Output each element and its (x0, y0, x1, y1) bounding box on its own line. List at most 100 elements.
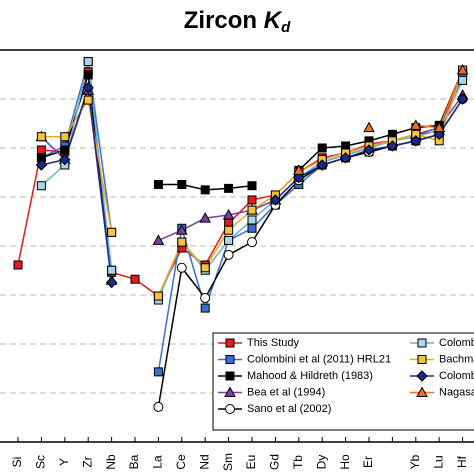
marker (223, 249, 234, 260)
marker (60, 145, 70, 155)
x-tick-label: Sm (221, 453, 235, 471)
legend-label: Colombini et al (2011) HRL21 (247, 353, 391, 365)
marker (83, 70, 93, 80)
marker (247, 223, 257, 233)
marker (247, 195, 257, 205)
legend-label: Nagasawa (439, 386, 474, 398)
marker (317, 143, 327, 153)
x-tick-label: Nb (104, 454, 118, 470)
marker (247, 205, 257, 215)
marker (177, 237, 187, 247)
x-tick-label: Gd (268, 454, 282, 470)
marker (416, 386, 428, 397)
marker (293, 171, 305, 184)
series-line (41, 98, 113, 233)
marker (247, 237, 257, 248)
legend-label: Bachmann (439, 353, 474, 365)
marker (363, 144, 375, 156)
marker (83, 57, 93, 67)
marker (247, 215, 257, 225)
x-tick-label: Yb (408, 454, 422, 469)
marker (386, 140, 399, 152)
marker (199, 212, 212, 223)
x-tick-label: Dy (314, 455, 328, 470)
marker (83, 95, 93, 105)
marker (36, 181, 46, 191)
x-tick-label: Y (57, 458, 71, 466)
marker (152, 234, 165, 245)
x-tick-label: Zr (80, 456, 94, 467)
legend-label: This Study (247, 337, 299, 349)
legend-label: Bea et al (1994) (247, 386, 325, 398)
marker (225, 371, 235, 381)
marker (224, 386, 236, 397)
x-tick-label: Eu (244, 455, 258, 470)
marker (224, 235, 234, 245)
marker (316, 159, 328, 171)
x-tick-label: Hf (455, 455, 469, 468)
title-subscript: d (281, 19, 291, 36)
x-tick-label: Sc (34, 455, 48, 469)
marker (292, 164, 305, 175)
marker (200, 263, 210, 273)
plot-frame (0, 49, 474, 443)
series-line (157, 76, 464, 372)
x-tick-label: Tb (291, 455, 305, 469)
marker (433, 121, 446, 133)
marker (60, 132, 70, 142)
marker (225, 338, 235, 348)
marker (130, 274, 140, 284)
marker (36, 132, 46, 142)
x-tick-label: Er (361, 456, 375, 468)
series-line (40, 61, 113, 271)
marker (13, 260, 23, 270)
title-symbol: K (264, 7, 283, 34)
title-main: Zircon (184, 7, 257, 34)
series-line (41, 87, 113, 283)
marker (35, 159, 48, 171)
marker (269, 194, 282, 206)
legend-label: Colombini e (439, 370, 474, 382)
marker (363, 121, 375, 133)
marker (153, 179, 163, 189)
marker (107, 265, 117, 275)
marker (177, 179, 187, 189)
marker (82, 82, 94, 94)
marker (36, 145, 46, 155)
marker (200, 292, 211, 303)
x-tick-label: Ho (338, 454, 352, 470)
marker (225, 404, 235, 414)
marker (224, 183, 234, 193)
marker (200, 185, 210, 195)
marker (456, 64, 469, 75)
marker (222, 208, 235, 220)
marker (175, 224, 188, 235)
chart-title: Zircon Kd (184, 7, 291, 36)
marker (417, 355, 427, 364)
marker (225, 355, 235, 364)
series-line (41, 61, 113, 233)
marker (59, 153, 71, 166)
marker (247, 181, 257, 191)
marker (107, 227, 117, 237)
x-tick-label: Si (10, 457, 24, 468)
x-tick-label: Lu (431, 455, 445, 468)
marker (200, 303, 210, 313)
x-tick-label: Ce (174, 454, 188, 470)
marker (224, 225, 234, 235)
legend-box (212, 332, 474, 431)
marker (417, 338, 427, 348)
marker (153, 367, 163, 377)
marker (410, 135, 422, 147)
marker (456, 93, 469, 105)
legend-label: Mahood & Hildreth (1983) (247, 370, 373, 382)
x-tick-label: Nd (197, 454, 211, 469)
marker (416, 370, 428, 382)
legend-label: Sano et al (2002) (247, 403, 331, 415)
marker (176, 262, 187, 273)
legend-label: Colombini e (439, 337, 474, 349)
marker (153, 401, 164, 412)
legend: This Study Colombini et al (2011) HRL21 Ma… (212, 332, 474, 431)
